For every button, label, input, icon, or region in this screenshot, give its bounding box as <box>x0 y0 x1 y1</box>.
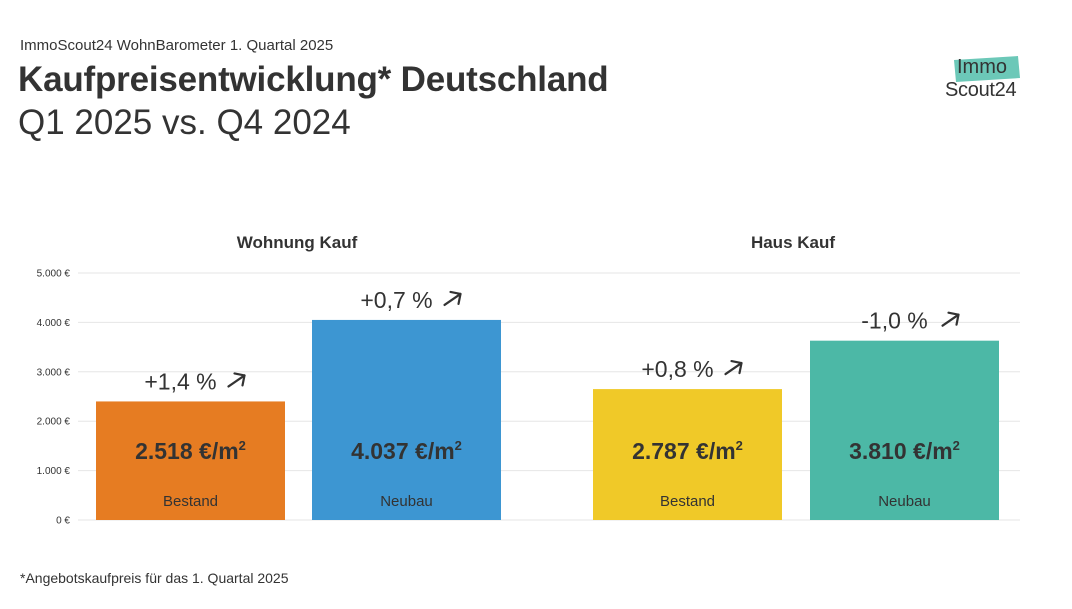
bar-category-label: Neubau <box>380 493 433 510</box>
footnote: *Angebotskaufpreis für das 1. Quartal 20… <box>20 570 289 586</box>
change-label: +0,8 % <box>641 356 713 382</box>
y-tick-label: 0 € <box>56 516 70 527</box>
bar <box>312 320 501 520</box>
bar-value-label: 3.810 €/m2 <box>849 438 960 464</box>
bar-value-label: 4.037 €/m2 <box>351 438 462 464</box>
change-label: -1,0 % <box>861 308 927 334</box>
group-title: Wohnung Kauf <box>237 233 358 252</box>
group-title: Haus Kauf <box>751 233 835 252</box>
y-tick-label: 4.000 € <box>37 318 71 329</box>
arrow-up-right-icon <box>229 373 245 386</box>
bar-category-label: Bestand <box>660 493 715 510</box>
y-tick-label: 2.000 € <box>37 417 71 428</box>
y-tick-label: 1.000 € <box>37 466 71 477</box>
unit-superscript: 2 <box>953 438 960 453</box>
arrow-up-right-icon <box>943 313 959 326</box>
y-tick-label: 5.000 € <box>37 269 71 280</box>
bar-category-label: Neubau <box>878 493 931 510</box>
unit-superscript: 2 <box>239 438 246 453</box>
unit-superscript: 2 <box>455 438 462 453</box>
change-label: +0,7 % <box>360 287 432 313</box>
arrow-up-right-icon <box>445 292 461 305</box>
bar-value-label: 2.518 €/m2 <box>135 438 246 464</box>
bar-category-label: Bestand <box>163 493 218 510</box>
change-label: +1,4 % <box>144 368 216 394</box>
y-tick-label: 3.000 € <box>37 367 71 378</box>
bar-value-label: 2.787 €/m2 <box>632 438 743 464</box>
unit-superscript: 2 <box>736 438 743 453</box>
price-chart: 0 € 1.000 € 2.000 € 3.000 € 4.000 € 5.000 € Wo… <box>0 0 1072 609</box>
